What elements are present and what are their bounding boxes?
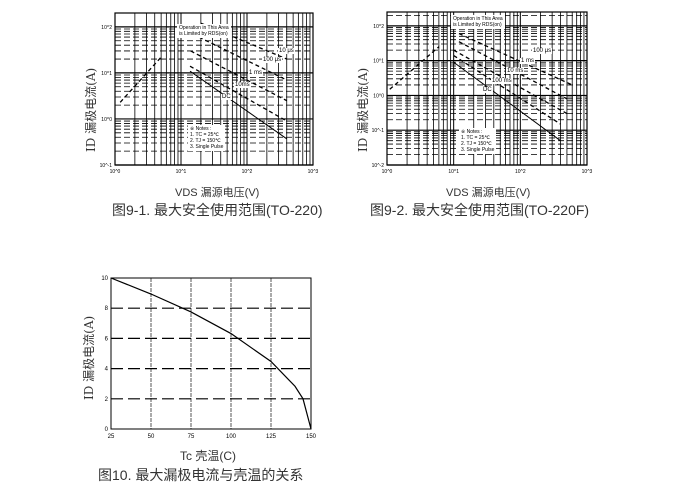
chart3-ytick: 4 [105,367,109,373]
chart1-ylabel: ID 漏极电流(A) [84,67,98,152]
chart2-series-5 [453,61,561,142]
chart1-series-0 [119,56,162,103]
chart2-title: 图9-2. 最大安全使用范围(TO-220F) [370,202,590,218]
chart2-label-1ms: 1 ms [520,58,536,64]
chart1-label-dc: DC [221,94,232,100]
chart3-ytick: 2 [105,397,109,403]
chart2-series-0 [389,46,440,90]
chart2-xtick: 10^3 [582,169,593,175]
chart1-ytick: 10^2 [101,25,112,31]
chart1-label-1ms: 1 ms [248,70,264,76]
chart3-frame [110,277,312,430]
chart2-xtick: 10^2 [515,169,526,175]
chart1-ytick: 10^0 [101,117,112,123]
chart1-series-2 [192,33,288,81]
chart2-series-2 [458,41,568,100]
chart3-xtick: 125 [266,434,277,440]
chart3-ylabel: ID 漏极电流(A) [82,315,96,400]
chart3-series-0 [110,277,312,430]
chart1-xlabel: VDS 漏源电压(V) [175,187,260,199]
chart1-xtick: 10^3 [308,169,319,175]
chart2-series-4 [453,55,561,125]
chart1-xtick: 10^0 [110,169,121,175]
chart3-xtick: 50 [148,434,155,440]
chart2-xtick: 10^0 [382,169,393,175]
chart1-label-10us: 10 μs [278,48,295,54]
chart3-ytick: 8 [105,306,109,312]
chart2-ytick: 10^-2 [372,163,385,169]
chart3-xtick: 25 [108,434,115,440]
chart2-xlabel: VDS 漏源电压(V) [446,187,531,199]
chart3-xtick: 75 [188,434,195,440]
chart3-xtick: 150 [306,434,317,440]
chart2-annotation: Operation in This Area is Limited by RDS(… [451,15,505,29]
chart3-title: 图10. 最大漏极电流与壳温的关系 [98,467,304,483]
chart2-ytick: 10^-1 [372,128,385,134]
chart2-ylabel: ID 漏极电流(A) [356,67,370,152]
chart3-ytick: 0 [105,427,109,433]
chart2-label-10ms: 10 ms [506,68,525,74]
chart3-ytick: 6 [105,336,109,342]
chart2-label-100ms: 100 ms [491,78,513,84]
chart3-xtick: 100 [226,434,237,440]
chart1-label-100us: 100 μs [262,57,283,63]
chart2-ytick: 10^0 [373,93,384,99]
chart2-ytick: 10^2 [373,24,384,30]
chart1-notes: ※ Notes :1. TC = 25℃ 2. TJ = 150℃ 3. Singl… [188,125,226,151]
chart2-label-100us: 100 μs [532,48,553,54]
chart2-series-1 [458,32,573,86]
chart2-notes: ※ Notes :1. TC = 25℃ 2. TJ = 150℃ 3. Singl… [459,128,497,154]
chart1-ytick: 10^-1 [100,163,113,169]
chart1-label-10ms: 10ms [234,82,251,88]
chart1-xtick: 10^2 [242,169,253,175]
chart1-series-4 [189,65,288,122]
chart1-series-5 [189,70,288,140]
chart2-frame [386,11,588,166]
chart1-ytick: 10^1 [101,71,112,77]
chart3-xlabel: Tc 壳温(C) [180,449,236,463]
chart1-frame [114,12,314,166]
chart1-xtick: 10^1 [176,169,187,175]
chart1-title: 图9-1. 最大安全使用范围(TO-220) [112,202,323,218]
chart2-label-dc: DC [482,87,493,93]
chart2-xtick: 10^1 [448,169,459,175]
chart1-annotation: Operation in This Area is Limited by RDS(… [177,24,231,38]
chart2-ytick: 10^1 [373,59,384,65]
chart3-ytick: 10 [101,276,108,282]
